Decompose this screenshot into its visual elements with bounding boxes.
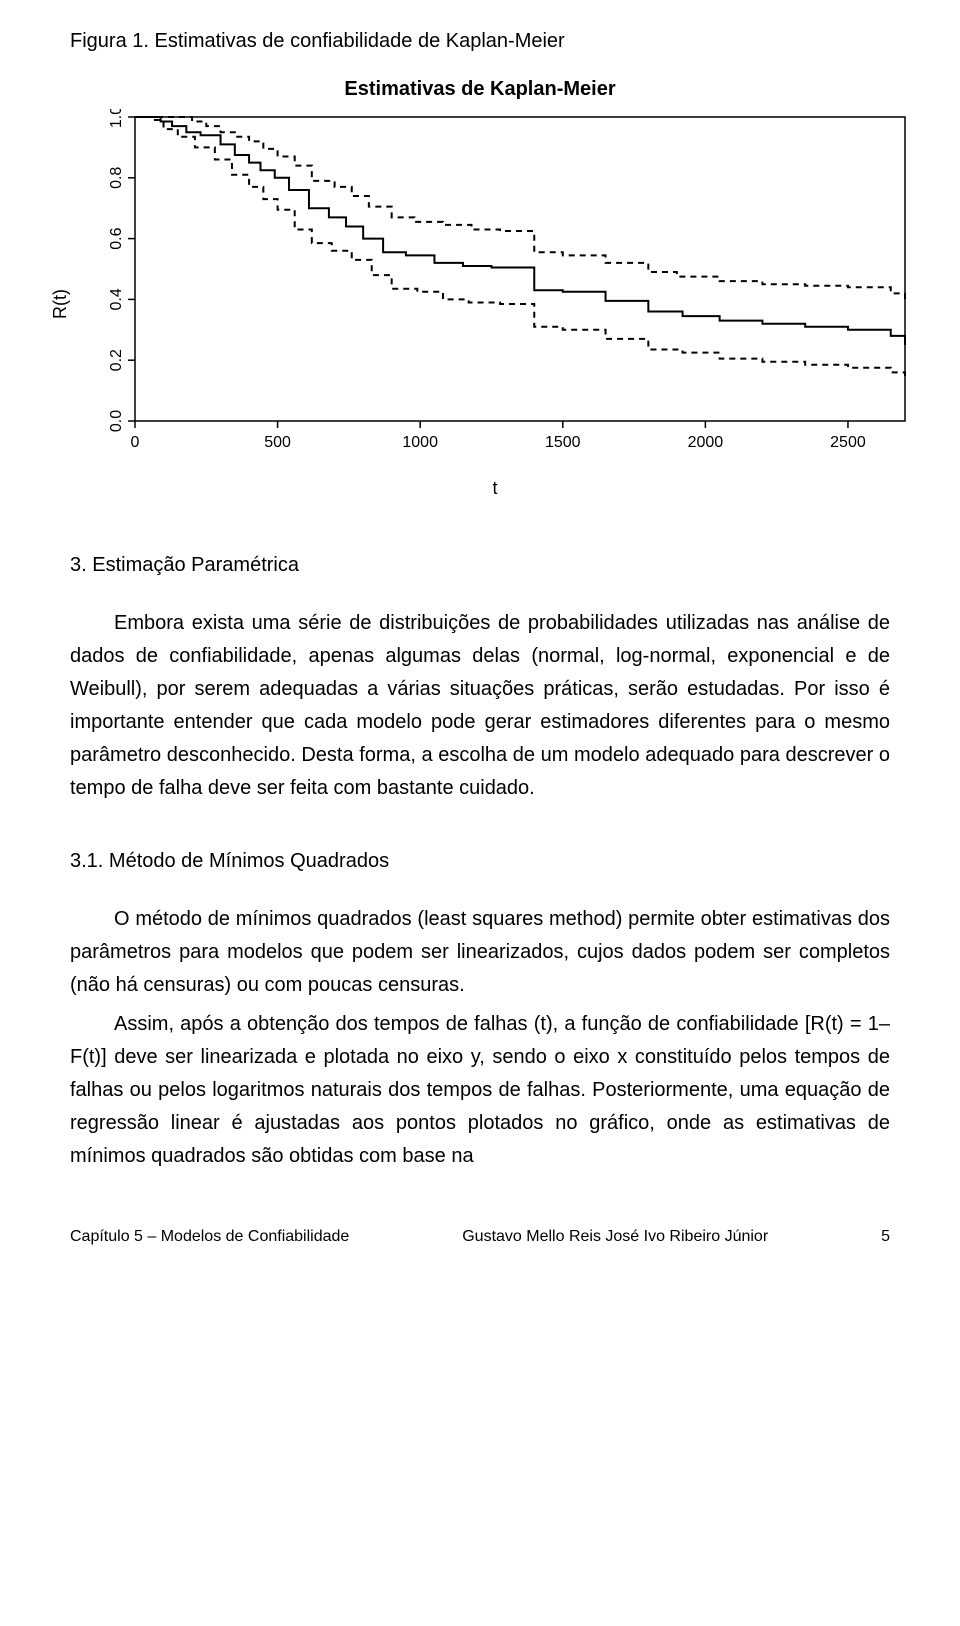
km-chart: 0.0 0.2 0.4 0.6 0.8 1.0 0 500 1000 1500 2000 2500 (75, 109, 915, 469)
section-3-1-heading: 3.1. Método de Mínimos Quadrados (70, 850, 890, 873)
svg-text:1000: 1000 (402, 434, 438, 451)
y-axis-label: R(t) (50, 289, 71, 319)
footer-left: Capítulo 5 – Modelos de Confiabilidade (70, 1228, 349, 1246)
paragraph-2: O método de mínimos quadrados (least squ… (70, 903, 890, 1002)
svg-text:500: 500 (264, 434, 291, 451)
figure-caption: Figura 1. Estimativas de confiabilidade … (70, 30, 890, 53)
svg-text:1500: 1500 (545, 434, 581, 451)
paragraph-3: Assim, após a obtenção dos tempos de fal… (70, 1008, 890, 1173)
svg-text:0.0: 0.0 (108, 410, 125, 432)
footer-center: Gustavo Mello Reis José Ivo Ribeiro Júni… (462, 1228, 768, 1246)
section-3-heading: 3. Estimação Paramétrica (70, 554, 890, 577)
svg-text:1.0: 1.0 (108, 109, 125, 128)
x-axis-label: t (75, 478, 915, 499)
chart-container: R(t) 0.0 0.2 0.4 0.6 0.8 1.0 0 500 1000 1500 2000 2… (50, 109, 890, 499)
svg-text:2000: 2000 (688, 434, 724, 451)
svg-text:0: 0 (131, 434, 140, 451)
footer-right: 5 (881, 1228, 890, 1246)
page-footer: Capítulo 5 – Modelos de Confiabilidade G… (70, 1228, 890, 1246)
svg-text:0.6: 0.6 (108, 227, 125, 249)
chart-title: Estimativas de Kaplan-Meier (70, 78, 890, 101)
svg-text:0.8: 0.8 (108, 167, 125, 189)
paragraph-1: Embora exista uma série de distribuições… (70, 607, 890, 805)
svg-text:0.2: 0.2 (108, 349, 125, 371)
svg-text:0.4: 0.4 (108, 288, 125, 310)
svg-text:2500: 2500 (830, 434, 866, 451)
